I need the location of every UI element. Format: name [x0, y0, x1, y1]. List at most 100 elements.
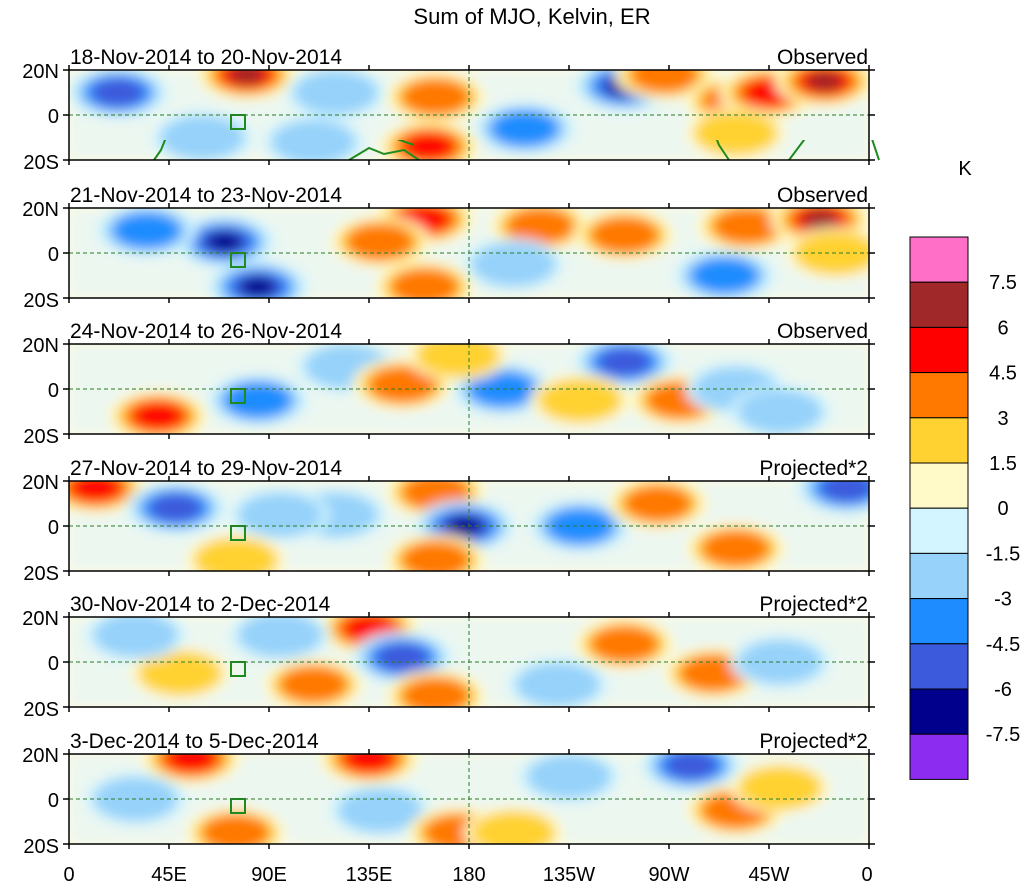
anomaly-contour — [368, 366, 437, 403]
anomaly-contour — [193, 537, 278, 571]
colorbar-tick-label: -4.5 — [986, 634, 1020, 656]
anomaly-contour — [279, 666, 348, 703]
colorbar-swatches — [909, 236, 969, 780]
anomaly-contour — [271, 120, 356, 160]
anomaly-contour — [590, 217, 659, 253]
anomaly-contour — [623, 485, 692, 522]
lon-label: 45E — [151, 864, 187, 886]
anomaly-contour — [223, 382, 292, 419]
lon-label: 90E — [251, 864, 287, 886]
colorbar-swatch — [909, 462, 969, 509]
panel-date-range: 24-Nov-2014 to 26-Nov-2014 — [70, 320, 342, 343]
colorbar-tick-label: -7.5 — [986, 724, 1020, 746]
anomaly-contour — [490, 110, 559, 147]
anomaly-contour — [346, 223, 415, 260]
lat-label: 20N — [22, 61, 59, 83]
longitude-labels: 0 45E 90E 135E 180 135W 90W 45W 0 — [63, 864, 872, 886]
anomaly-contour — [112, 212, 181, 249]
anomaly-contour — [806, 71, 843, 92]
anomaly-contour — [403, 132, 455, 160]
anomaly-contour — [160, 115, 245, 160]
panel-date-range: 18-Nov-2014 to 20-Nov-2014 — [70, 46, 342, 69]
panel-type-label: Projected*2 — [759, 593, 868, 616]
lon-label: 90W — [648, 864, 689, 886]
anomaly-contour — [415, 344, 500, 378]
anomaly-contour — [149, 494, 202, 522]
map-panel: 20N 0 20S 18-Nov-2014 to 20-Nov-2014 Observe… — [22, 46, 875, 174]
anomaly-contour — [738, 765, 823, 810]
anomaly-contour — [239, 276, 276, 297]
anomaly-contour — [506, 208, 575, 244]
lat-label: 20S — [23, 836, 59, 858]
lat-label: 20S — [23, 290, 59, 312]
colorbar-swatch — [909, 643, 969, 690]
anomaly-contour — [712, 208, 781, 244]
panel-date-range: 3-Dec-2014 to 5-Dec-2014 — [70, 730, 319, 753]
anomaly-contour — [238, 492, 323, 537]
lat-label: 20S — [23, 699, 59, 721]
lat-label: 0 — [48, 790, 59, 812]
lon-label: 135W — [543, 864, 595, 886]
colorbar-tick-label: 7.5 — [989, 272, 1017, 294]
colorbar-swatch — [909, 733, 969, 780]
anomaly-contour — [820, 481, 869, 502]
colorbar: K 7.5 6 4.5 3 1.5 0 -1.5 -3 -4.5 -6 -7.5 — [909, 158, 1020, 780]
anomaly-contour — [468, 371, 537, 407]
panel-date-range: 30-Nov-2014 to 2-Dec-2014 — [70, 593, 331, 616]
colorbar-swatch — [909, 236, 969, 283]
anomaly-contour — [515, 662, 600, 707]
anomaly-contour — [690, 257, 759, 294]
lat-label: 20N — [22, 745, 59, 767]
lat-label: 20N — [22, 335, 59, 357]
panel-date-range: 27-Nov-2014 to 29-Nov-2014 — [70, 457, 342, 480]
colorbar-swatch — [909, 417, 969, 464]
anomaly-contour — [91, 78, 144, 107]
anomaly-contour — [401, 79, 470, 115]
anomaly-contour — [665, 754, 718, 780]
anomaly-contour — [401, 677, 470, 707]
anomaly-contour — [598, 348, 651, 376]
lat-label: 0 — [48, 244, 59, 266]
anomaly-contour — [343, 754, 395, 773]
colorbar-tick-label: 3 — [997, 408, 1008, 430]
map-panel: 20N 0 20S 3-Dec-2014 to 5-Dec-2014 Projected… — [22, 730, 875, 858]
anomaly-contour — [738, 389, 823, 434]
colorbar-swatch — [909, 372, 969, 419]
lat-label: 20S — [23, 426, 59, 448]
anomaly-contour — [401, 541, 470, 571]
figure-title: Sum of MJO, Kelvin, ER — [413, 4, 650, 29]
lon-label: 0 — [861, 864, 872, 886]
anomaly-contour — [701, 530, 770, 567]
colorbar-ticks: 7.5 6 4.5 3 1.5 0 -1.5 -3 -4.5 -6 -7.5 — [986, 272, 1020, 746]
lat-label: 20N — [22, 608, 59, 630]
colorbar-swatch — [909, 281, 969, 328]
colorbar-tick-label: -6 — [994, 679, 1012, 701]
map-panel: 20N 0 20S 30-Nov-2014 to 2-Dec-2014 Projecte… — [22, 593, 875, 721]
anomaly-field — [69, 617, 869, 707]
anomaly-contour — [93, 617, 178, 657]
colorbar-tick-label: 6 — [997, 317, 1008, 339]
lat-label: 20S — [23, 152, 59, 174]
anomaly-contour — [630, 70, 699, 93]
anomaly-contour — [201, 814, 270, 844]
colorbar-swatch — [909, 598, 969, 645]
colorbar-tick-label: -3 — [994, 589, 1012, 611]
lat-label: 0 — [48, 106, 59, 128]
anomaly-contour — [538, 378, 623, 423]
anomaly-contour — [131, 402, 184, 430]
panel-type-label: Observed — [777, 320, 868, 343]
colorbar-tick-label: 4.5 — [989, 363, 1017, 385]
panel-type-label: Observed — [777, 46, 868, 69]
anomaly-contour — [69, 481, 122, 502]
map-panel: 20N 0 20S 24-Nov-2014 to 26-Nov-2014 Observe… — [22, 320, 875, 448]
panel-type-label: Observed — [777, 184, 868, 207]
anomaly-contour — [590, 626, 659, 662]
panel-type-label: Projected*2 — [759, 730, 868, 753]
lon-label: 180 — [452, 864, 485, 886]
colorbar-tick-label: 0 — [997, 498, 1008, 520]
anomaly-contour — [165, 754, 218, 773]
lon-label: 45W — [748, 864, 789, 886]
panel-date-range: 21-Nov-2014 to 23-Nov-2014 — [70, 184, 342, 207]
anomaly-contour — [471, 810, 556, 844]
